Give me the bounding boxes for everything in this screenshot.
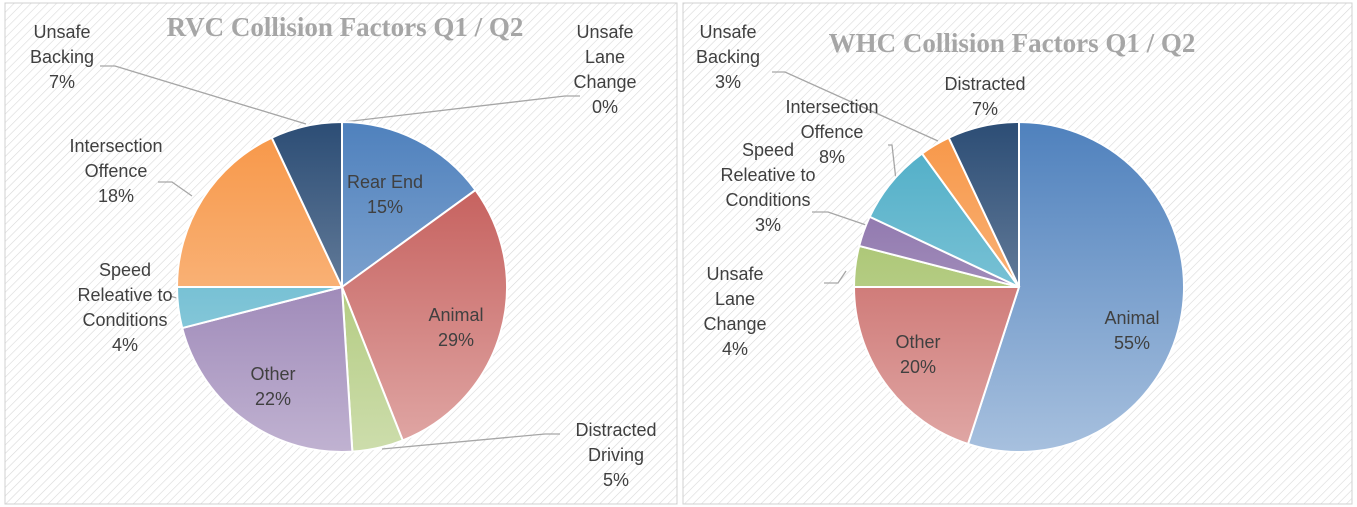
slice-label: Rear End 15%	[340, 170, 430, 220]
slice-label: Unsafe Backing 3%	[688, 20, 768, 95]
slice-label: Unsafe Lane Change 4%	[695, 262, 775, 362]
category-name: Distracted Driving	[575, 420, 657, 465]
category-name: Unsafe Backing	[29, 22, 95, 67]
value-label: 29%	[437, 330, 475, 350]
category-name: Animal	[1104, 308, 1160, 328]
value-label: 4%	[721, 339, 748, 359]
category-name: Other	[250, 364, 296, 384]
value-label: 20%	[899, 357, 937, 377]
pie-slice	[852, 286, 1021, 446]
category-name: Speed Releative to Conditions	[720, 140, 816, 210]
slice-label: Distracted 7%	[930, 72, 1040, 122]
pie-slice	[966, 120, 1185, 453]
value-label: 18%	[97, 186, 135, 206]
pie-slice	[341, 120, 477, 289]
slice-label: Intersection Offence 18%	[51, 134, 181, 209]
chart-title: WHC Collision Factors Q1 / Q2	[829, 28, 1196, 58]
pie-slice	[180, 285, 354, 453]
value-label: 5%	[602, 470, 629, 490]
slice-label: Speed Releative to Conditions 3%	[703, 138, 833, 238]
value-label: 15%	[366, 197, 404, 217]
value-label: 3%	[714, 72, 741, 92]
category-name: Intersection Offence	[69, 136, 163, 181]
chart-title: RVC Collision Factors Q1 / Q2	[167, 12, 524, 42]
category-name: Unsafe Lane Change	[703, 264, 767, 334]
value-label: 55%	[1113, 333, 1151, 353]
slice-label: Speed Releative to Conditions 4%	[65, 258, 185, 358]
slice-label: Intersection Offence 8%	[782, 95, 882, 170]
category-name: Rear End	[346, 172, 424, 192]
slice-label: Other 22%	[228, 362, 318, 412]
value-label: 4%	[111, 335, 138, 355]
category-name: Speed Releative to Conditions	[77, 260, 173, 330]
value-label: 7%	[971, 99, 998, 119]
category-name: Unsafe Lane Change	[573, 22, 637, 92]
value-label: 0%	[591, 97, 618, 117]
slice-label: Unsafe Lane Change 0%	[565, 20, 645, 120]
category-name: Other	[895, 332, 941, 352]
pie-slice	[340, 188, 508, 442]
category-name: Distracted	[944, 74, 1026, 94]
slice-label: Distracted Driving 5%	[561, 418, 671, 493]
slice-label: Unsafe Backing 7%	[17, 20, 107, 95]
value-label: 8%	[818, 147, 845, 167]
value-label: 22%	[254, 389, 292, 409]
slice-label: Animal 29%	[411, 303, 501, 353]
pie-slice	[947, 120, 1020, 288]
category-name: Unsafe Backing	[695, 22, 761, 67]
value-label: 3%	[754, 215, 781, 235]
pie-slice	[175, 136, 344, 288]
slice-label: Other 20%	[873, 330, 963, 380]
category-name: Animal	[428, 305, 484, 325]
slice-label: Animal 55%	[1087, 306, 1177, 356]
category-name: Intersection Offence	[785, 97, 879, 142]
value-label: 7%	[48, 72, 75, 92]
